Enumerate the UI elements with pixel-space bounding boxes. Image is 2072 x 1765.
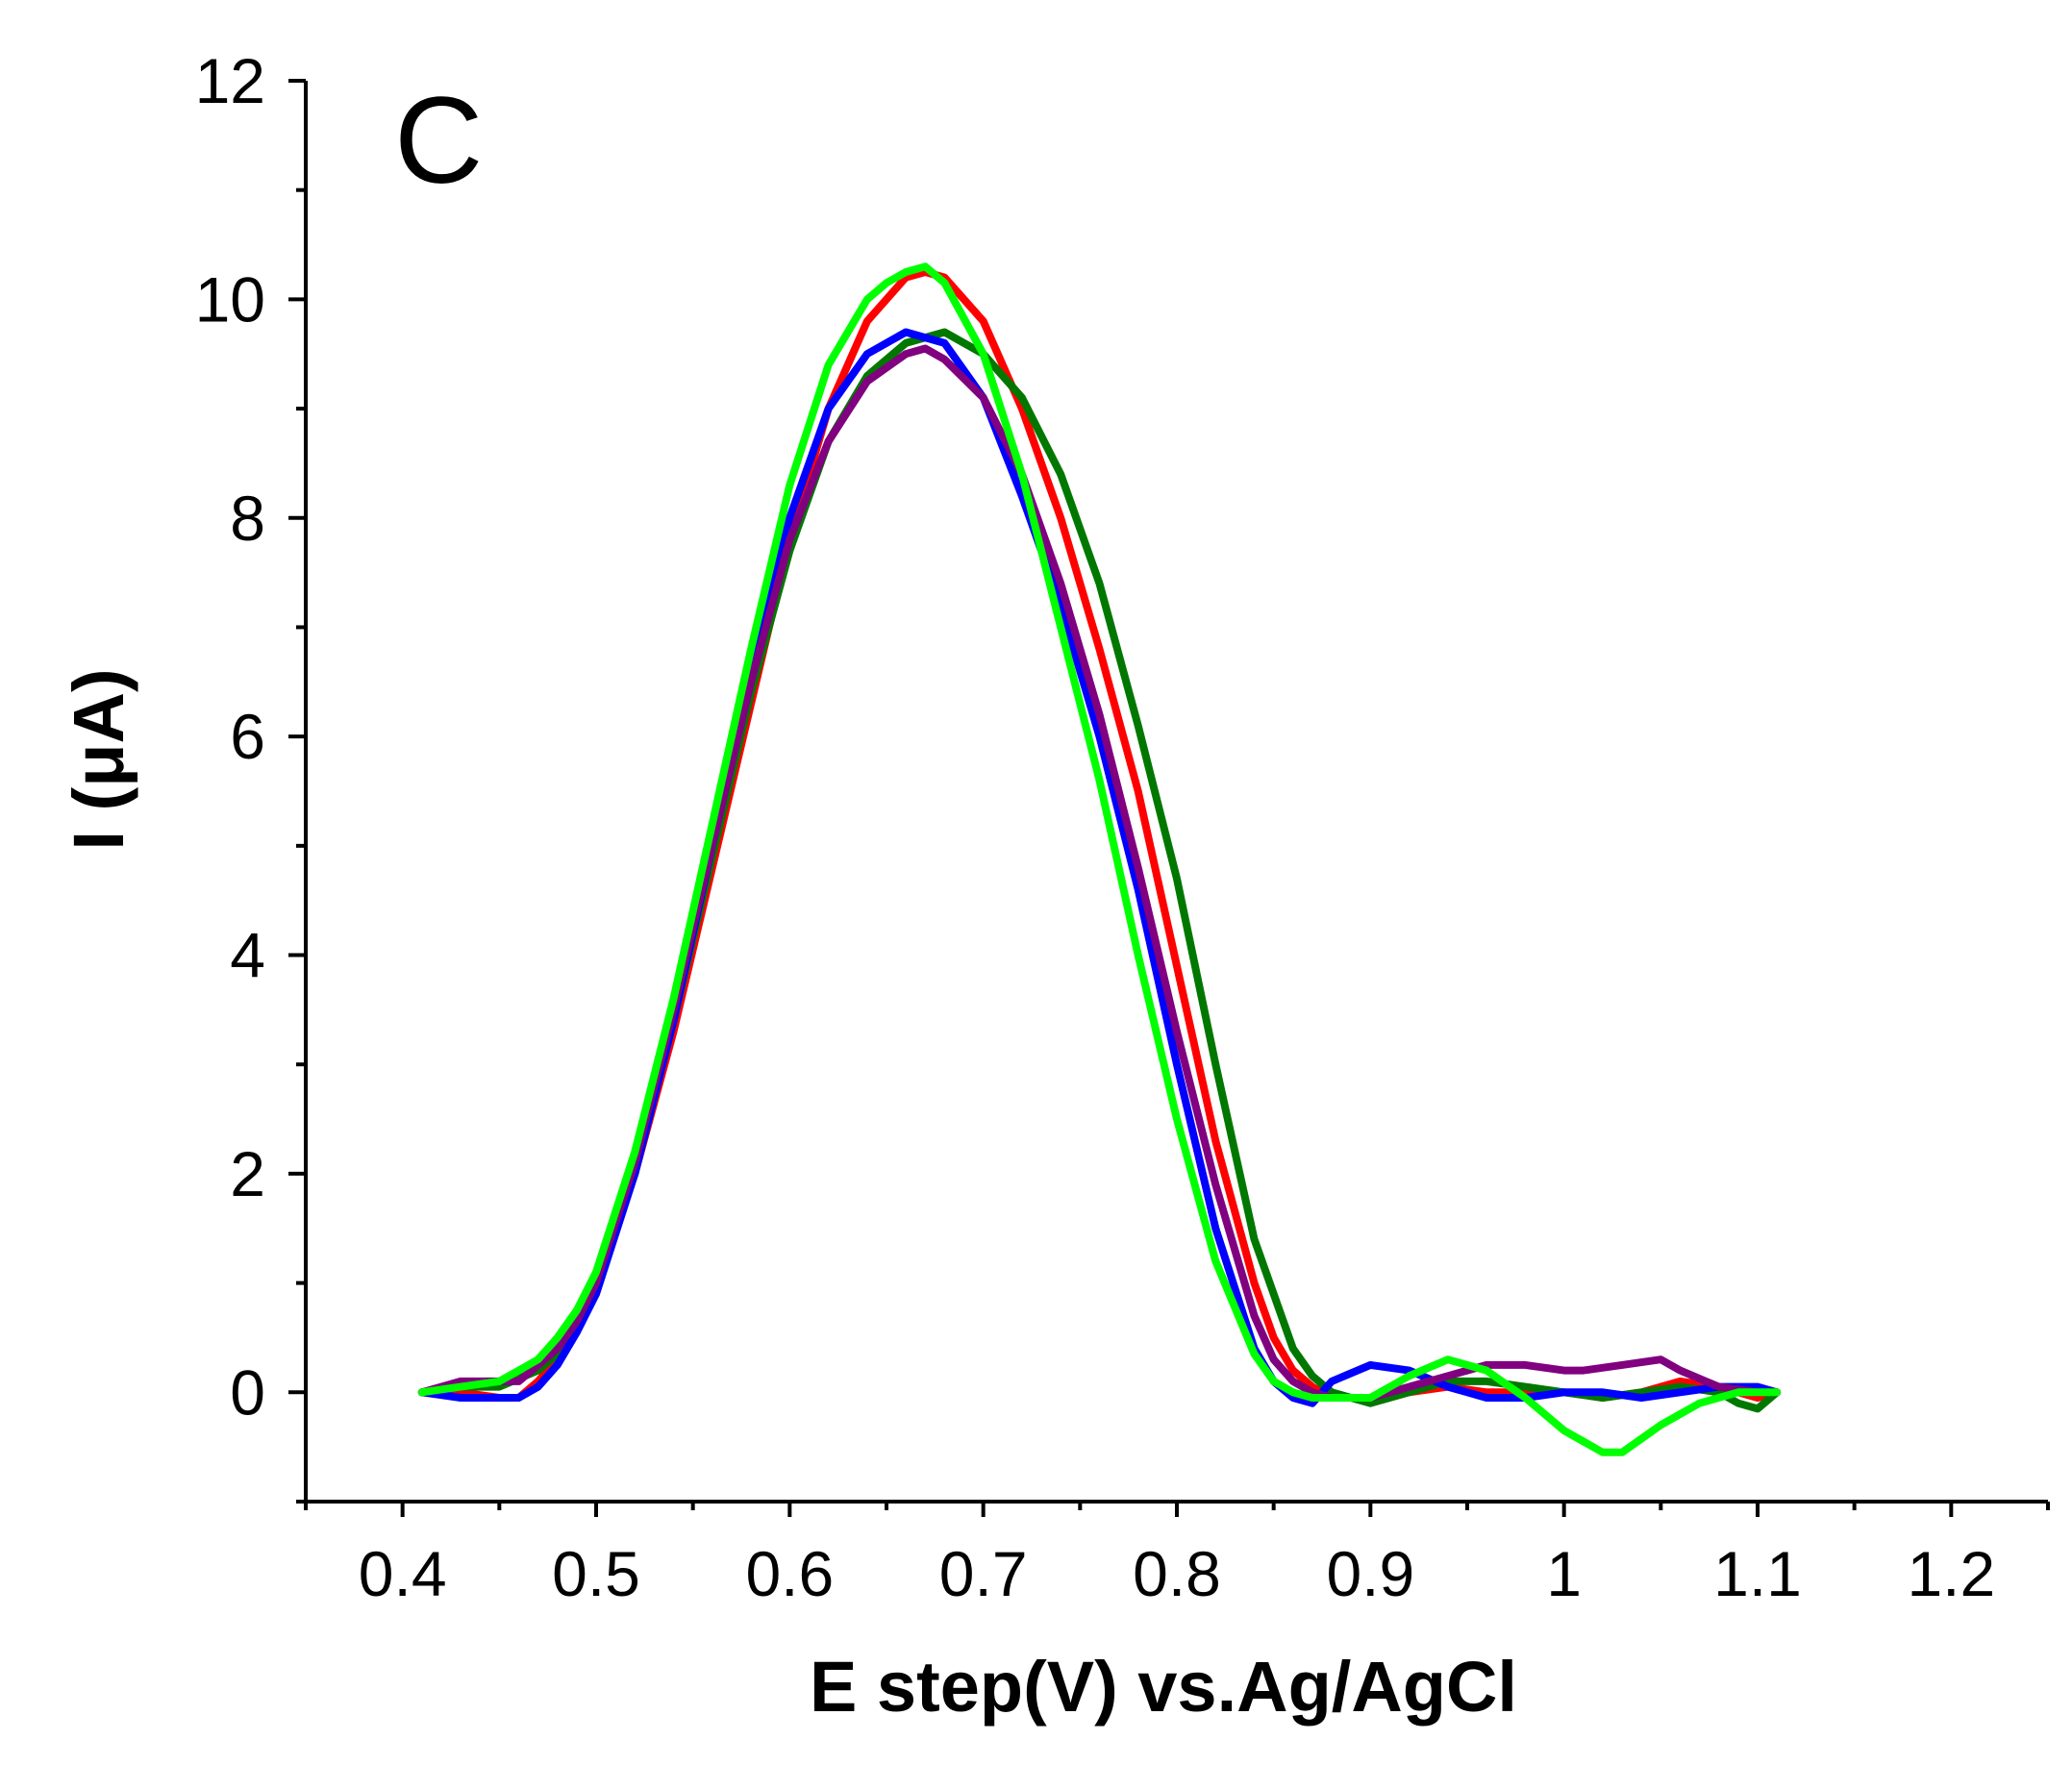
x-axis-title: E step(V) vs.Ag/AgCl xyxy=(810,1647,1517,1727)
y-tick-label: 10 xyxy=(195,263,265,335)
series-line-light-green xyxy=(417,262,1782,1456)
series-line-purple xyxy=(417,344,1782,1402)
series-line-dark-green xyxy=(417,328,1782,1413)
y-tick-label: 2 xyxy=(230,1138,265,1209)
panel-label: C xyxy=(394,72,483,210)
x-tick-label: 0.5 xyxy=(552,1538,640,1609)
x-tick-label: 1.2 xyxy=(1907,1538,1995,1609)
x-tick-label: 0.9 xyxy=(1326,1538,1414,1609)
y-tick-label: 8 xyxy=(230,483,265,554)
series-line-blue xyxy=(417,328,1782,1407)
ticks xyxy=(288,79,2050,1517)
x-tick-label: 0.7 xyxy=(939,1538,1028,1609)
tick-labels: 0.4 0.5 0.6 0.7 0.8 0.9 1 1.1 1.2 0 2 4 6 8 10 12 xyxy=(195,45,1996,1609)
x-tick-label: 1.1 xyxy=(1713,1538,1802,1609)
x-tick-label: 1 xyxy=(1546,1538,1582,1609)
y-tick-label: 4 xyxy=(230,920,265,991)
series-layer xyxy=(417,262,1782,1456)
y-tick-label: 6 xyxy=(230,701,265,772)
x-tick-label: 0.4 xyxy=(359,1538,447,1609)
axes xyxy=(304,81,2048,1504)
series-line-red xyxy=(417,268,1782,1402)
y-tick-label: 12 xyxy=(195,45,265,116)
y-tick-label: 0 xyxy=(230,1356,265,1428)
y-axis-title: I (μA) xyxy=(59,668,138,850)
x-tick-label: 0.8 xyxy=(1133,1538,1221,1609)
x-tick-label: 0.6 xyxy=(745,1538,834,1609)
